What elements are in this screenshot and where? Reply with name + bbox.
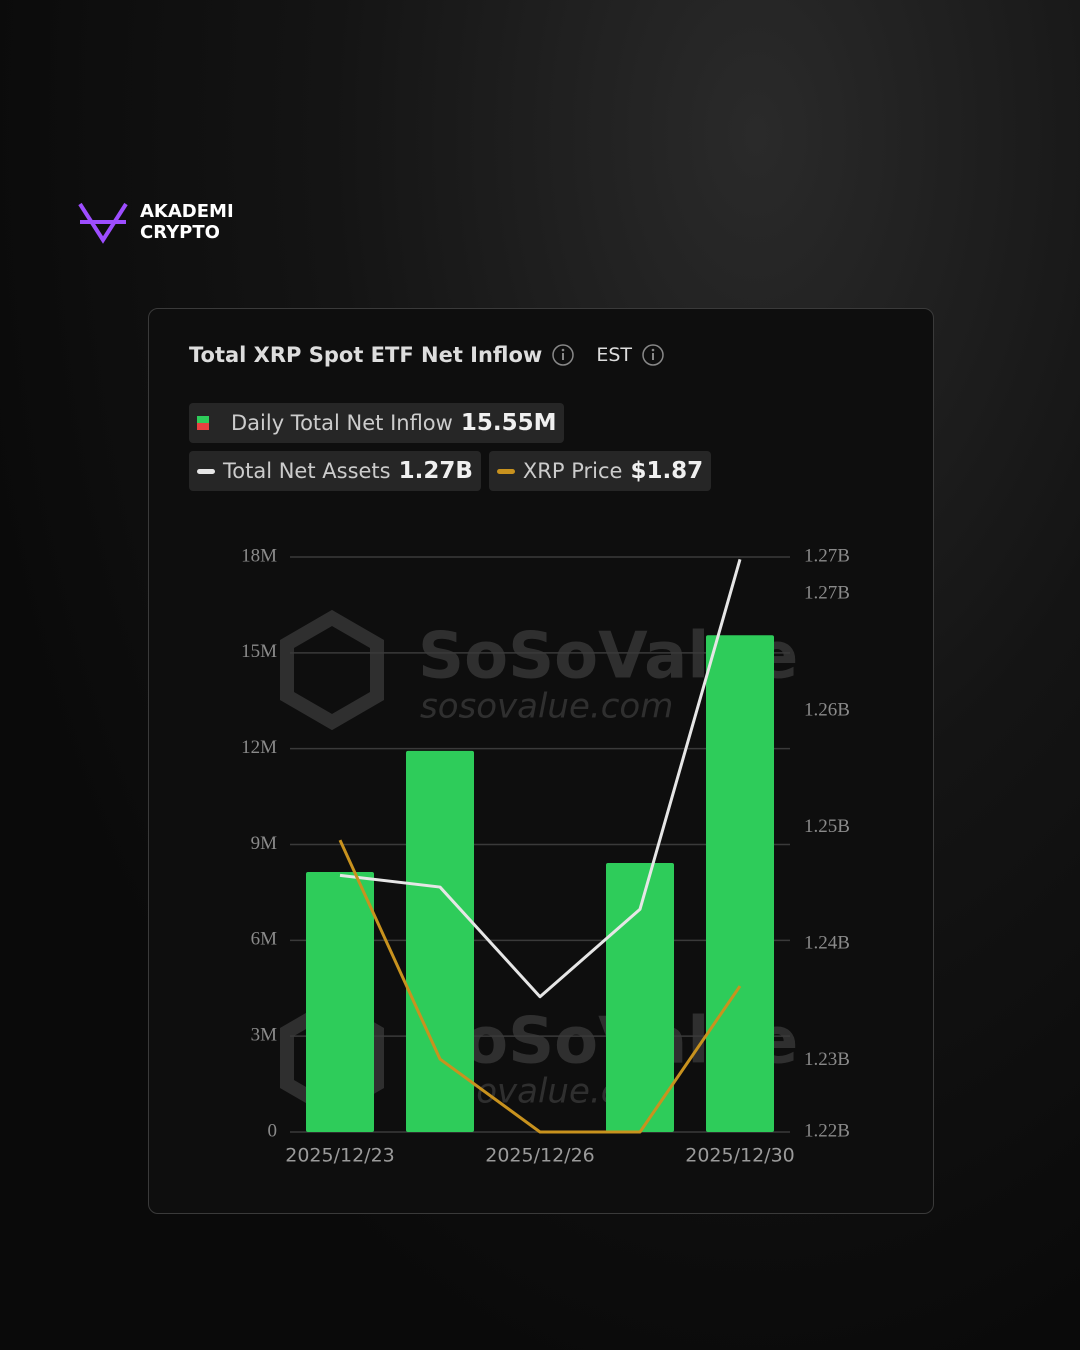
y-tick-label: 3M <box>251 1025 278 1046</box>
y-tick-label: 9M <box>251 833 278 854</box>
legend-row: Daily Total Net Inflow 15.55M <box>189 403 565 443</box>
legend-label: XRP Price <box>522 459 623 483</box>
y-tick-label: 15M <box>241 641 277 662</box>
x-tick-label: 2025/12/30 <box>685 1145 795 1167</box>
y2-tick-label: 1.27B <box>804 545 850 566</box>
bar <box>306 871 374 1132</box>
bar <box>606 863 674 1132</box>
legend-value: $1.87 <box>630 458 704 484</box>
legend-item: XRP Price $1.87 <box>488 451 712 491</box>
line <box>339 558 742 999</box>
bar <box>706 635 774 1132</box>
legend-label: Total Net Assets <box>223 459 391 483</box>
y-tick-label: 12M <box>241 737 277 758</box>
brand-text: AKADEMI CRYPTO <box>140 201 234 243</box>
x-tick-label: 2025/12/26 <box>485 1145 595 1167</box>
brand-logo <box>78 202 128 244</box>
y2-tick-label: 1.23B <box>804 1049 850 1070</box>
brand: AKADEMI CRYPTO <box>78 200 234 244</box>
legend-label: Daily Total Net Inflow <box>231 411 453 435</box>
chart-title: Total XRP Spot ETF Net Inflow <box>189 343 543 367</box>
timezone[interactable]: EST <box>596 344 633 366</box>
y2-tick-label: 1.25B <box>804 816 850 837</box>
y-tick-label: 6M <box>251 929 278 950</box>
y-tick-label: 18M <box>241 545 277 566</box>
bar <box>406 750 474 1132</box>
legend-row: Total Net Assets 1.27B XRP Price $1.87 <box>189 451 712 491</box>
brand-line: CRYPTO <box>140 222 220 243</box>
line <box>338 839 742 1134</box>
legend-value: 15.55M <box>460 410 557 436</box>
x-tick-label: 2025/12/23 <box>285 1145 395 1167</box>
legend-swatch <box>496 468 515 474</box>
y2-tick-label: 1.27B <box>804 583 850 604</box>
chart-card: Total XRP Spot ETF Net Inflow EST Daily … <box>148 308 934 1214</box>
y-tick-label: 0 <box>268 1120 278 1141</box>
y2-tick-label: 1.24B <box>804 933 850 954</box>
y2-tick-label: 1.26B <box>804 699 850 720</box>
info-icon[interactable] <box>552 344 575 366</box>
legend-item: Total Net Assets 1.27B <box>189 451 481 491</box>
title-row: Total XRP Spot ETF Net Inflow EST <box>189 343 664 367</box>
legend-swatch <box>197 416 209 430</box>
legend-swatch <box>197 468 215 474</box>
watermark-url: sosovalue.com <box>420 687 673 727</box>
brand-line: AKADEMI <box>140 201 234 222</box>
y2-tick-label: 1.22B <box>804 1120 850 1141</box>
legend-value: 1.27B <box>398 458 473 484</box>
info-icon[interactable] <box>642 344 664 366</box>
legend-item: Daily Total Net Inflow 15.55M <box>189 403 565 443</box>
